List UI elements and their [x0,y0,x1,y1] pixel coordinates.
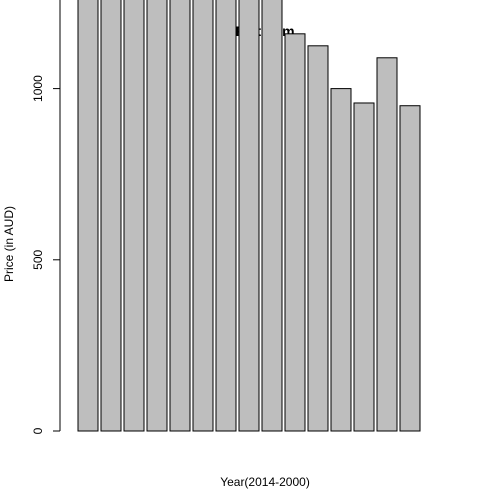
bar-15 [399,105,421,432]
bar-4 [146,0,168,432]
bar-11 [307,45,329,432]
bar-7 [215,0,237,432]
y-tick-label-500: 500 [31,249,45,269]
bar-2 [100,0,122,432]
bar-12 [330,88,352,432]
x-axis-label: Year(2014-2000) [220,475,310,489]
bar-5 [169,0,191,432]
bars-group [77,0,421,432]
y-tick-label-0: 0 [31,427,45,434]
bar-14 [376,57,398,432]
bar-6 [192,0,214,432]
bar-10 [284,33,306,432]
y-axis: 0500100015002000 [31,0,61,434]
y-axis-label: Price (in AUD) [2,206,16,282]
bar-8 [238,0,260,432]
bar-1 [77,0,99,432]
bar-13 [353,102,375,432]
y-tick-label-1000: 1000 [31,75,45,102]
bar-9 [261,0,283,432]
bar-3 [123,0,145,432]
